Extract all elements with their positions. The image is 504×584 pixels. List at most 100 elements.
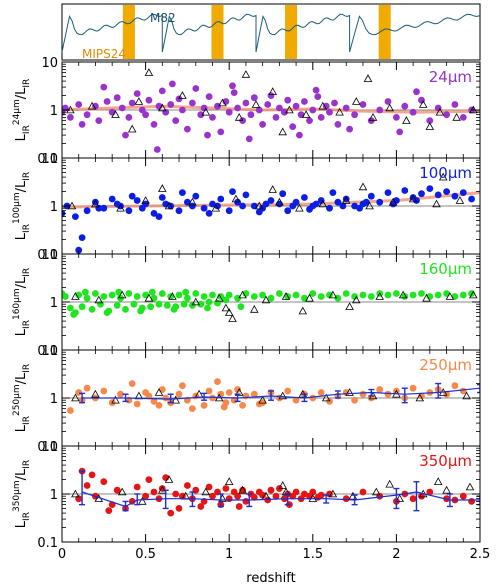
data-point xyxy=(209,394,216,402)
data-point xyxy=(245,135,253,143)
data-point xyxy=(267,486,275,494)
data-point xyxy=(451,382,459,390)
y-axis-title: LIR100μm/LIR xyxy=(12,172,32,240)
panel-350um: 0.1 1 10 350μm LIR350μm/LIR xyxy=(12,440,481,551)
data-point xyxy=(309,394,317,402)
triangle-point xyxy=(432,199,441,208)
data-point xyxy=(125,290,133,297)
data-point xyxy=(182,288,190,296)
data-point xyxy=(459,492,467,500)
data-point xyxy=(234,294,242,302)
data-point xyxy=(242,498,250,505)
triangle-point xyxy=(285,105,294,114)
data-point xyxy=(217,128,225,136)
data-point xyxy=(209,291,216,299)
data-point xyxy=(317,114,325,121)
mips24-band-3 xyxy=(285,5,298,59)
triangle-point xyxy=(224,477,234,486)
triangle-point xyxy=(71,292,80,300)
triangle-point xyxy=(111,110,120,118)
triangle-point xyxy=(281,487,291,496)
data-point xyxy=(150,488,158,496)
data-point xyxy=(242,392,250,400)
data-point xyxy=(95,117,103,124)
data-point xyxy=(279,190,287,198)
data-point xyxy=(133,293,141,300)
triangle-point xyxy=(171,395,180,404)
data-point xyxy=(145,96,153,104)
data-point xyxy=(175,207,183,215)
triangle-point xyxy=(422,293,431,302)
data-point xyxy=(67,304,74,312)
data-point xyxy=(418,190,425,198)
triangle-point xyxy=(201,487,211,496)
mips24-band-2 xyxy=(211,5,224,59)
data-point xyxy=(255,106,263,114)
x-axis: redshift 0 0.5 1 1.5 2 2.5 xyxy=(58,547,490,584)
data-point xyxy=(113,486,121,494)
mips24-band-1 xyxy=(122,5,135,59)
data-point xyxy=(317,293,325,300)
data-point xyxy=(83,294,91,302)
data-point xyxy=(205,298,213,306)
data-point xyxy=(301,194,308,201)
plot-area-350um xyxy=(71,467,480,517)
y-tick-label: 1 xyxy=(50,392,58,407)
triangle-point xyxy=(469,290,478,299)
data-point xyxy=(389,200,397,208)
data-point xyxy=(384,291,392,299)
y-tick-label: 10 xyxy=(41,152,58,167)
data-point xyxy=(359,101,367,108)
data-point xyxy=(289,202,297,210)
data-point xyxy=(200,204,208,212)
triangle-point xyxy=(418,100,428,108)
data-point xyxy=(309,106,317,114)
data-point xyxy=(234,386,242,393)
triangle-point xyxy=(305,293,314,302)
data-point xyxy=(426,185,434,193)
data-point xyxy=(122,306,129,313)
x-tick-label: 1 xyxy=(225,547,233,562)
data-point xyxy=(468,290,475,297)
data-point xyxy=(267,197,275,204)
plot-area-250um xyxy=(67,378,480,414)
data-point xyxy=(250,390,258,398)
data-point xyxy=(205,93,213,100)
data-point xyxy=(239,402,247,409)
data-point xyxy=(197,300,205,308)
data-point xyxy=(158,194,166,201)
y-tick-label: 0.1 xyxy=(37,152,58,167)
triangle-point xyxy=(168,292,177,300)
data-point xyxy=(133,400,141,408)
triangle-point xyxy=(164,201,174,210)
data-point xyxy=(342,104,350,112)
triangle-point xyxy=(425,122,435,130)
data-point xyxy=(225,291,233,299)
triangle-point xyxy=(438,172,448,181)
data-point xyxy=(217,195,225,203)
data-point xyxy=(272,114,280,121)
data-point xyxy=(301,98,308,105)
triangle-point xyxy=(94,295,104,304)
triangle-point xyxy=(251,100,261,108)
data-point xyxy=(78,121,86,128)
y-tick-label: 0.1 xyxy=(37,536,58,551)
triangle-point xyxy=(385,103,394,112)
data-point xyxy=(184,125,191,133)
triangle-point xyxy=(352,97,361,105)
triangle-point xyxy=(442,485,451,494)
data-point xyxy=(83,111,91,119)
data-point xyxy=(150,121,158,128)
data-point xyxy=(242,191,250,199)
y-axis-title: LIR350μm/LIR xyxy=(12,460,32,528)
data-point xyxy=(175,505,183,512)
data-point xyxy=(317,197,325,204)
triangle-point xyxy=(341,196,351,204)
triangle-point xyxy=(234,388,244,396)
triangle-point xyxy=(278,391,287,400)
data-point xyxy=(105,507,113,514)
triangle-point xyxy=(402,116,411,124)
data-point xyxy=(88,306,96,313)
data-point xyxy=(113,200,121,208)
data-point xyxy=(197,503,205,510)
